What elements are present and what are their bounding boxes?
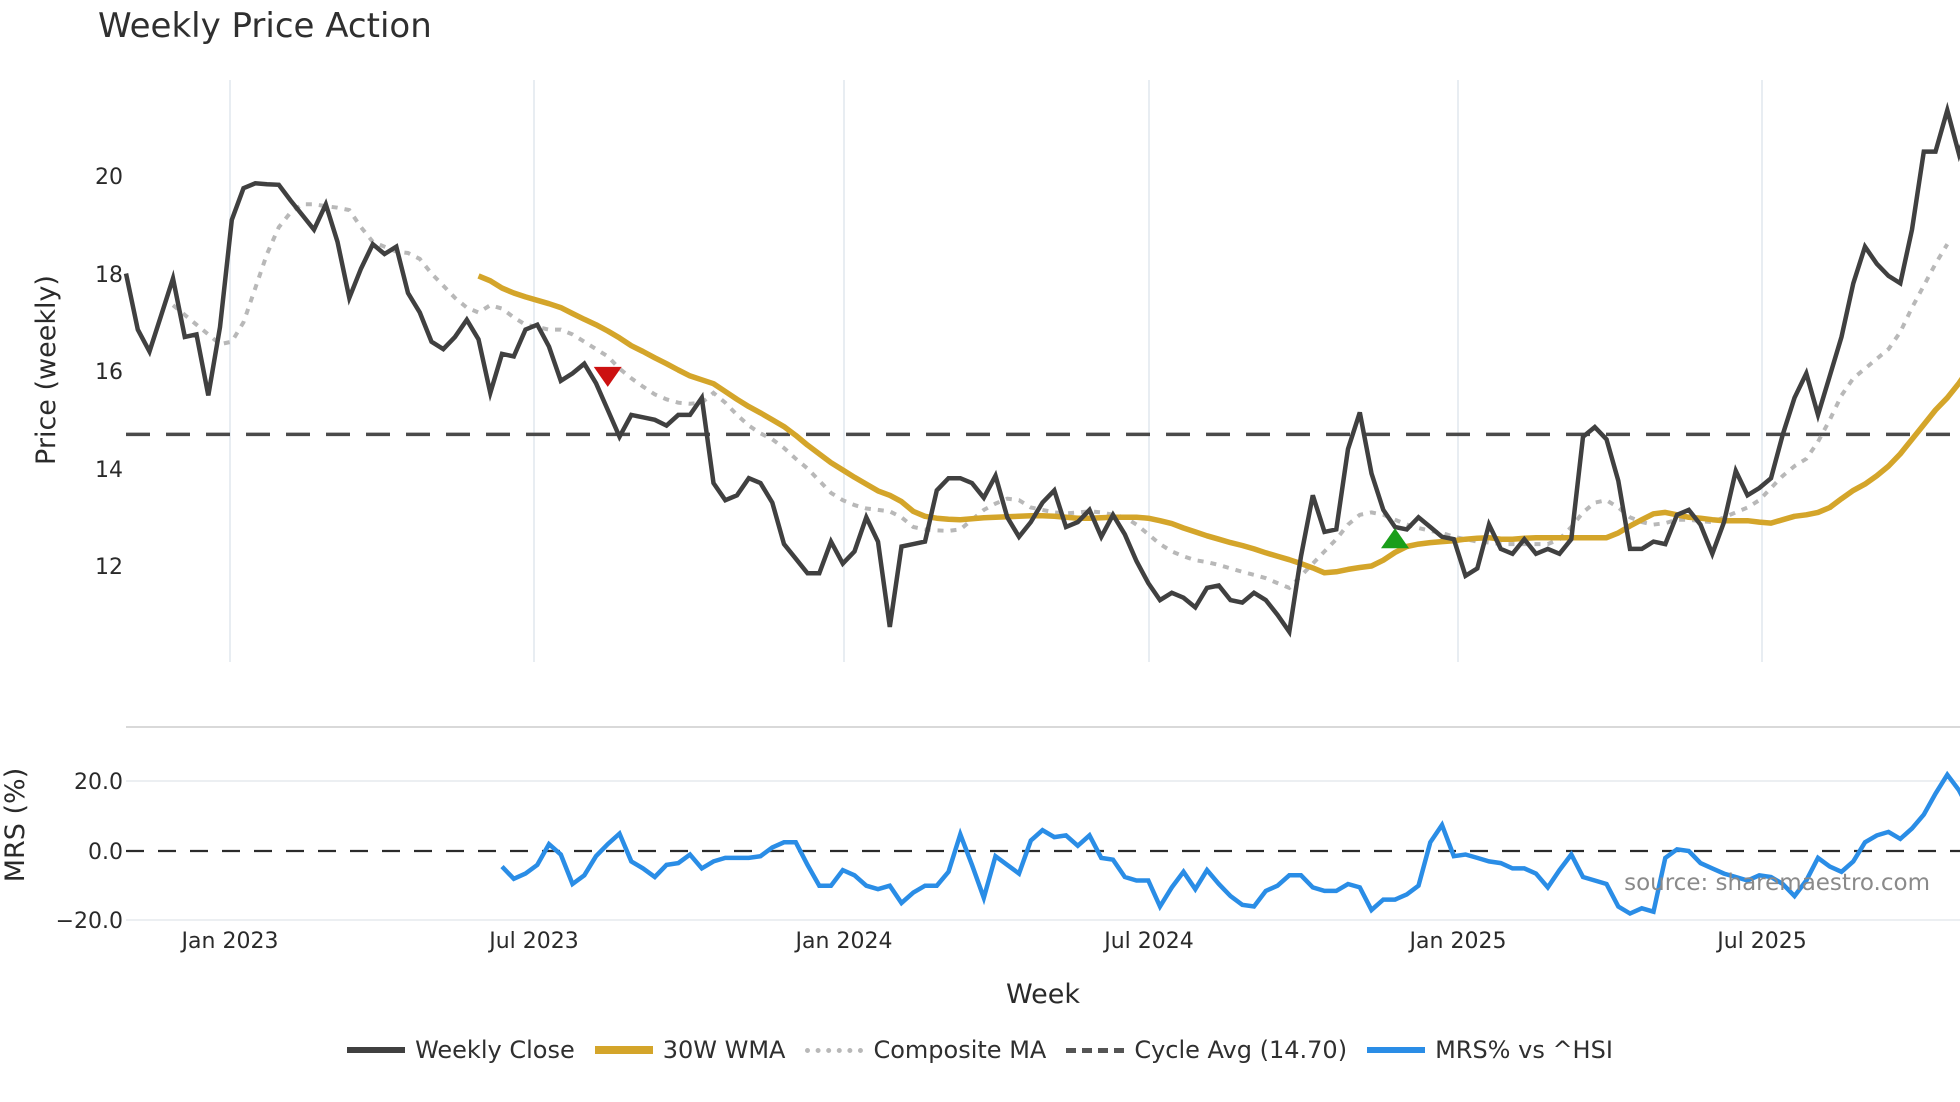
legend-label: Cycle Avg (14.70) bbox=[1134, 1036, 1348, 1064]
mrs-tick-0: 0.0 bbox=[88, 840, 123, 865]
price-tick-12: 12 bbox=[95, 555, 123, 580]
mrs-axis-title: MRS (%) bbox=[0, 768, 31, 883]
legend-item-mrs[interactable]: MRS% vs ^HSI bbox=[1367, 1036, 1613, 1064]
legend: Weekly Close 30W WMA Composite MA Cycle … bbox=[0, 1036, 1960, 1064]
vertical-gridlines bbox=[229, 80, 1763, 662]
solid-line-swatch-icon bbox=[594, 1046, 653, 1054]
composite-ma-line bbox=[171, 202, 1950, 591]
legend-item-cycle-avg[interactable]: Cycle Avg (14.70) bbox=[1066, 1036, 1347, 1064]
mrs-tick-20: 20.0 bbox=[74, 770, 123, 795]
mrs-tick-minus20: −20.0 bbox=[56, 909, 123, 934]
x-tick-jan-2023: Jan 2023 bbox=[180, 929, 279, 954]
weekly-close-line bbox=[123, 101, 1960, 638]
mrs-line bbox=[500, 770, 1960, 917]
price-tick-20: 20 bbox=[95, 165, 123, 190]
x-tick-jan-2025: Jan 2025 bbox=[1408, 929, 1507, 954]
solid-line-swatch-icon bbox=[347, 1047, 406, 1053]
x-tick-jul-2024: Jul 2024 bbox=[1102, 929, 1194, 954]
buy-signal-marker-icon bbox=[1381, 528, 1409, 549]
legend-item-composite-ma[interactable]: Composite MA bbox=[805, 1036, 1046, 1064]
x-tick-jan-2024: Jan 2024 bbox=[794, 929, 893, 954]
x-tick-jul-2025: Jul 2025 bbox=[1715, 929, 1807, 954]
legend-label: 30W WMA bbox=[662, 1036, 786, 1064]
price-tick-18: 18 bbox=[95, 263, 123, 288]
solid-line-swatch-icon bbox=[1367, 1047, 1426, 1053]
sell-signal-marker-icon bbox=[593, 366, 622, 387]
source-note: source: sharemaestro.com bbox=[1624, 870, 1930, 896]
legend-label: Weekly Close bbox=[415, 1036, 575, 1064]
chart-title: Weekly Price Action bbox=[98, 6, 432, 46]
x-axis-title: Week bbox=[1006, 979, 1080, 1010]
dotted-line-swatch-icon bbox=[805, 1047, 864, 1053]
dashed-line-swatch-icon bbox=[1066, 1047, 1125, 1053]
price-axis-title: Price (weekly) bbox=[31, 275, 62, 465]
legend-label: MRS% vs ^HSI bbox=[1435, 1036, 1613, 1064]
wma-30w-line bbox=[477, 273, 1960, 576]
price-tick-16: 16 bbox=[95, 360, 123, 385]
legend-item-weekly-close[interactable]: Weekly Close bbox=[347, 1036, 575, 1064]
price-tick-14: 14 bbox=[95, 458, 123, 483]
legend-label: Composite MA bbox=[873, 1036, 1047, 1064]
x-tick-jul-2023: Jul 2023 bbox=[487, 929, 579, 954]
legend-item-wma[interactable]: 30W WMA bbox=[594, 1036, 786, 1064]
